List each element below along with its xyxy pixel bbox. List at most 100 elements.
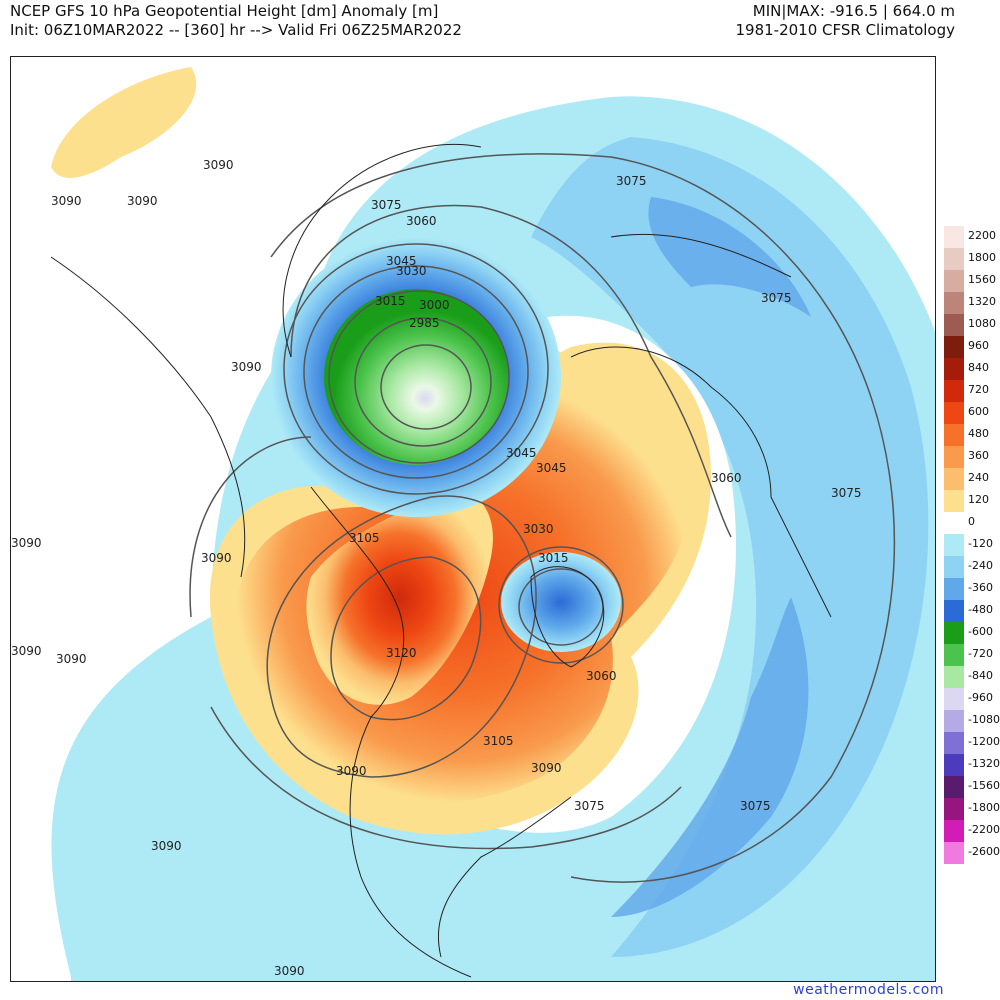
colorbar-label: -720: [968, 647, 993, 660]
map-panel: 3090 3090 3090 3075 3060 3045 3030 3015 3000 2985…: [10, 56, 936, 982]
contour-label: 3060: [406, 214, 437, 228]
colorbar-swatch: [944, 226, 964, 248]
colorbar-entry: 840: [944, 358, 1000, 380]
colorbar-swatch: [944, 336, 964, 358]
colorbar-swatch: [944, 358, 964, 380]
eurasia-coast: [570, 233, 832, 618]
colorbar-entry: -960: [944, 688, 1000, 710]
colorbar-label: 0: [968, 515, 975, 528]
contour-3075: [270, 153, 896, 883]
siberia-coast: [282, 144, 482, 358]
colorbar-swatch: [944, 512, 964, 534]
contour-label: 3090: [274, 964, 305, 978]
colorbar-legend: 2200 1800 1560 1320 1080 960 840 720 600 480 360 24…: [944, 226, 1000, 866]
colorbar-swatch: [944, 402, 964, 424]
colorbar-swatch: [944, 446, 964, 468]
colorbar-entry: 1560: [944, 270, 1000, 292]
colorbar-entry: -1320: [944, 754, 1000, 776]
colorbar-swatch: [944, 754, 964, 776]
anomaly-band-minus360: [648, 197, 811, 317]
climatology-label: 1981-2010 CFSR Climatology: [735, 21, 956, 39]
contour-label: 3090: [531, 761, 562, 775]
contour-label: 3015: [375, 294, 406, 308]
colorbar-entry: 600: [944, 402, 1000, 424]
colorbar-swatch: [944, 644, 964, 666]
colorbar-swatch: [944, 578, 964, 600]
colorbar-label: -960: [968, 691, 993, 704]
anomaly-band-minus360-east: [611, 597, 809, 917]
colorbar-label: -1200: [968, 735, 1000, 748]
colorbar-entry: -1200: [944, 732, 1000, 754]
colorbar-swatch: [944, 710, 964, 732]
contour-2985: [380, 344, 472, 430]
colorbar-entry: -1080: [944, 710, 1000, 732]
colorbar-label: 720: [968, 383, 989, 396]
contour-label: 3045: [386, 254, 417, 268]
colorbar-swatch: [944, 820, 964, 842]
contour-3045: [283, 243, 549, 495]
contour-label: 3090: [231, 360, 262, 374]
contour-label: 3060: [586, 669, 617, 683]
contour-3015: [328, 290, 510, 464]
colorbar-swatch: [944, 468, 964, 490]
contour-label: 3090: [127, 194, 158, 208]
colorbar-entry: 1080: [944, 314, 1000, 336]
contour-label: 3075: [761, 291, 792, 305]
colorbar-label: -1560: [968, 779, 1000, 792]
colorbar-label: -480: [968, 603, 993, 616]
colorbar-label: -240: [968, 559, 993, 572]
contour-3030: [303, 265, 529, 479]
credit-text[interactable]: weathermodels.com: [793, 982, 944, 998]
contour-label: 3090: [51, 194, 82, 208]
colorbar-label: -1320: [968, 757, 1000, 770]
contour-label: 3090: [203, 158, 234, 172]
colorbar-entry: -2200: [944, 820, 1000, 842]
contour-label: 3075: [740, 799, 771, 813]
contour-label: 3090: [201, 551, 232, 565]
colorbar-label: -1080: [968, 713, 1000, 726]
colorbar-swatch: [944, 600, 964, 622]
colorbar-entry: 480: [944, 424, 1000, 446]
contour-label: 3045: [536, 461, 567, 475]
colorbar-entry: 240: [944, 468, 1000, 490]
contour-3120: [330, 556, 482, 721]
colorbar-swatch: [944, 688, 964, 710]
colorbar-label: 480: [968, 427, 989, 440]
pacific-coast: [50, 256, 246, 578]
colorbar-swatch: [944, 314, 964, 336]
colorbar-label: 120: [968, 493, 989, 506]
colorbar-entry: -360: [944, 578, 1000, 600]
colorbar-swatch: [944, 270, 964, 292]
contour-label: 3090: [336, 764, 367, 778]
colorbar-swatch: [944, 666, 964, 688]
contour-3090: [189, 436, 682, 850]
positive-anomaly-northwest: [51, 67, 197, 178]
contour-label: 3045: [506, 446, 537, 460]
map-title: NCEP GFS 10 hPa Geopotential Height [dm]…: [10, 2, 462, 40]
colorbar-label: 1320: [968, 295, 996, 308]
colorbar-label: 840: [968, 361, 989, 374]
contour-label: 3075: [371, 198, 402, 212]
colorbar-label: 240: [968, 471, 989, 484]
colorbar-entry: -120: [944, 534, 1000, 556]
colorbar-swatch: [944, 556, 964, 578]
colorbar-entry: -240: [944, 556, 1000, 578]
colorbar-swatch: [944, 292, 964, 314]
contour-greenland-3030: [498, 546, 624, 664]
colorbar-swatch: [944, 490, 964, 512]
contour-label: 3105: [483, 734, 514, 748]
north-america-coast: [310, 486, 572, 978]
colorbar-label: -360: [968, 581, 993, 594]
contour-label: 3060: [711, 471, 742, 485]
contour-label: 3075: [574, 799, 605, 813]
contour-label: 2985: [409, 316, 440, 330]
colorbar-swatch: [944, 776, 964, 798]
coastlines: [50, 144, 832, 978]
contour-label: 3090: [151, 839, 182, 853]
colorbar-swatch: [944, 622, 964, 644]
colorbar-swatch: [944, 380, 964, 402]
colorbar-swatch: [944, 842, 964, 864]
colorbar-entry: 2200: [944, 226, 1000, 248]
colorbar-swatch: [944, 534, 964, 556]
colorbar-entry: 720: [944, 380, 1000, 402]
